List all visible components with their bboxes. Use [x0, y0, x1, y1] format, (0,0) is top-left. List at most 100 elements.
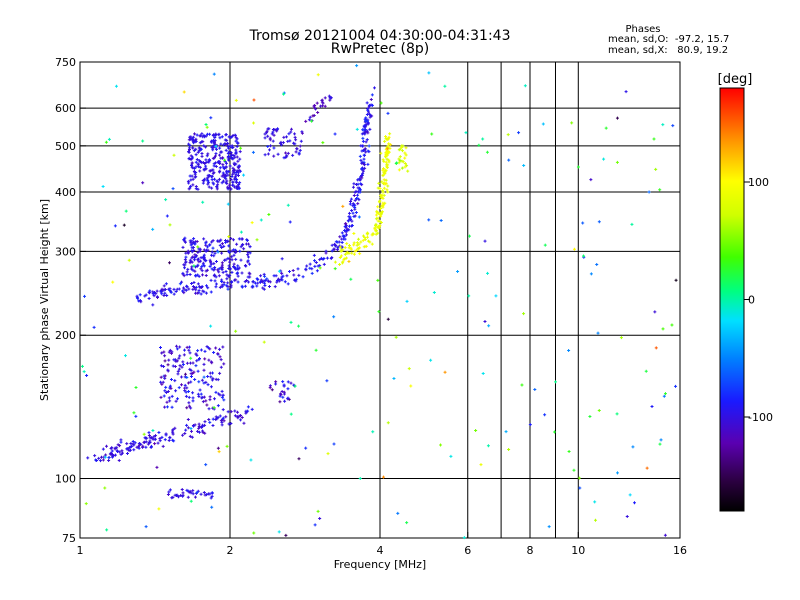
data-point	[325, 256, 329, 260]
data-point	[231, 183, 235, 187]
data-point	[183, 389, 187, 393]
data-point	[190, 165, 194, 169]
data-point	[248, 272, 252, 276]
data-point	[230, 270, 234, 274]
data-point	[358, 190, 362, 194]
x-tick-label: 6	[464, 544, 471, 557]
data-point	[212, 156, 216, 160]
data-point	[477, 143, 481, 147]
data-point	[183, 375, 187, 379]
data-point	[316, 509, 320, 513]
data-point	[385, 147, 389, 151]
data-point	[289, 130, 293, 134]
data-point	[229, 177, 233, 181]
data-point	[204, 249, 208, 253]
colorbar-ticks: 100 0 -100	[744, 176, 773, 424]
data-point	[185, 270, 189, 274]
data-point	[229, 236, 233, 240]
data-point	[134, 414, 138, 418]
data-point	[193, 286, 197, 290]
data-point	[409, 384, 413, 388]
data-point	[240, 271, 244, 275]
data-point	[349, 246, 353, 250]
data-point	[351, 211, 355, 215]
data-point	[213, 154, 217, 158]
data-point	[597, 220, 601, 224]
data-point	[353, 206, 357, 210]
data-point	[187, 138, 191, 142]
data-point	[389, 143, 393, 147]
colorbar-tick-label: 0	[748, 294, 755, 307]
data-point	[166, 363, 170, 367]
data-point	[217, 270, 221, 274]
data-point	[263, 283, 267, 287]
data-point	[253, 281, 257, 285]
data-point	[275, 280, 279, 284]
data-point	[304, 119, 308, 123]
data-point	[353, 190, 357, 194]
data-point	[163, 359, 167, 363]
data-point	[347, 211, 351, 215]
data-point	[333, 267, 337, 271]
x-tick-label: 2	[227, 544, 234, 557]
data-point	[189, 426, 193, 430]
data-point	[232, 163, 236, 167]
data-point	[367, 144, 371, 148]
data-point	[373, 226, 377, 230]
data-point	[204, 273, 208, 277]
data-point	[235, 415, 239, 419]
data-point	[344, 256, 348, 260]
data-point	[382, 167, 386, 171]
data-point	[644, 369, 648, 373]
data-point	[181, 491, 185, 495]
data-point	[240, 243, 244, 247]
data-point	[144, 293, 148, 297]
data-point	[148, 291, 152, 295]
data-point	[221, 179, 225, 183]
data-point	[188, 434, 192, 438]
data-point	[291, 153, 295, 157]
data-point	[661, 327, 665, 331]
data-point	[255, 284, 259, 288]
data-point	[243, 280, 247, 284]
data-point	[153, 442, 157, 446]
data-point	[464, 131, 468, 135]
data-point	[570, 121, 574, 125]
data-point	[230, 174, 234, 178]
chart-title: Tromsø 20121004 04:30:00-04:31:43	[249, 28, 511, 44]
data-point	[400, 149, 404, 153]
data-point	[339, 254, 343, 258]
data-point	[187, 157, 191, 161]
data-point	[245, 238, 249, 242]
data-point	[190, 265, 194, 269]
data-point	[365, 138, 369, 142]
data-point	[654, 167, 658, 171]
data-point	[214, 132, 218, 136]
data-point	[159, 290, 163, 294]
data-point	[152, 294, 156, 298]
data-point	[155, 465, 159, 469]
data-point	[228, 183, 232, 187]
data-point	[188, 143, 192, 147]
data-point	[188, 258, 192, 262]
data-point	[365, 235, 369, 239]
data-point	[397, 148, 401, 152]
data-point	[352, 241, 356, 245]
data-point	[218, 393, 222, 397]
data-point	[181, 494, 185, 498]
data-point	[172, 287, 176, 291]
data-point	[377, 181, 381, 185]
data-point	[214, 165, 218, 169]
data-point	[248, 251, 252, 255]
data-point	[479, 463, 483, 467]
data-point	[217, 450, 221, 454]
data-point	[238, 157, 242, 161]
data-point	[198, 285, 202, 289]
data-point	[240, 415, 244, 419]
data-point	[356, 186, 360, 190]
data-point	[198, 388, 202, 392]
data-point	[196, 187, 200, 191]
data-point	[168, 488, 172, 492]
data-point	[144, 525, 148, 529]
data-point	[164, 390, 168, 394]
